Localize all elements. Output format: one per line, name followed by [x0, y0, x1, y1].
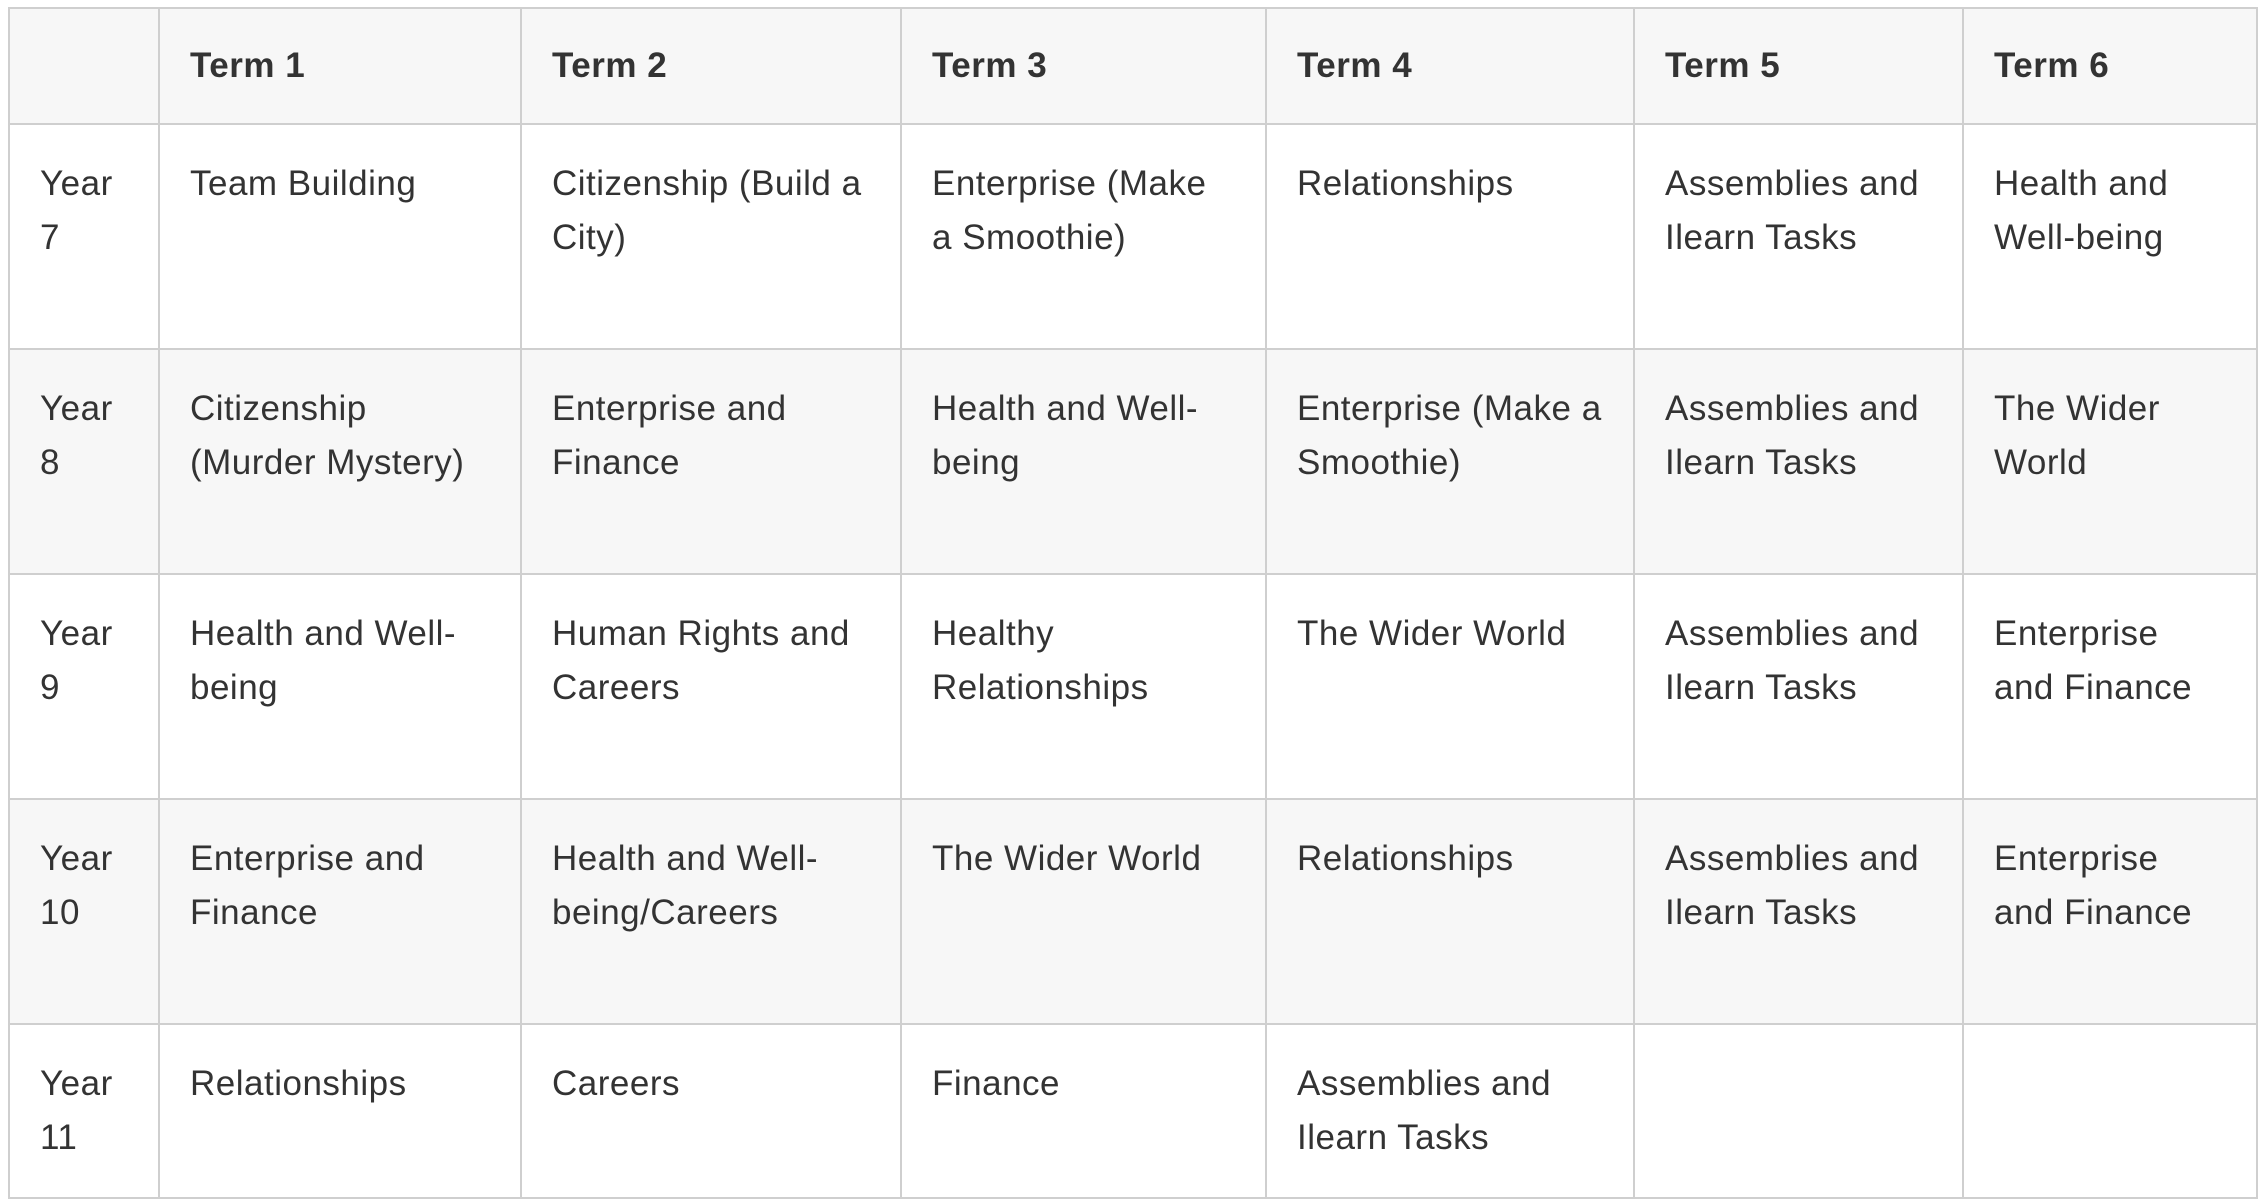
header-cell: Term 4 — [1265, 7, 1635, 125]
topic-cell: Relationships — [1265, 798, 1635, 1025]
topic-cell: Relationships — [158, 1023, 522, 1199]
table-row: Year 10 Enterprise and Finance Health and … — [8, 798, 2258, 1025]
table-row: Year 8 Citizenship (Murder Mystery) Enterp… — [8, 348, 2258, 575]
header-cell: Term 5 — [1633, 7, 1964, 125]
topic-cell: Finance — [900, 1023, 1267, 1199]
table-row: Year 9 Health and Well-being Human Rights … — [8, 573, 2258, 800]
topic-cell: Careers — [520, 1023, 902, 1199]
header-row: Term 1 Term 2 Term 3 Term 4 Term 5 Term … — [8, 7, 2258, 125]
topic-cell: Enterprise (Make a Smoothie) — [1265, 348, 1635, 575]
topic-cell: Team Building — [158, 123, 522, 350]
topic-cell — [1633, 1023, 1964, 1199]
topic-cell: Enterprise and Finance — [520, 348, 902, 575]
topic-cell: Health and Well-being — [158, 573, 522, 800]
table-row: Year 7 Team Building Citizenship (Build a … — [8, 123, 2258, 350]
year-label-cell: Year 8 — [8, 348, 160, 575]
topic-cell: Health and Well-being — [900, 348, 1267, 575]
topic-cell: Enterprise and Finance — [1962, 573, 2258, 800]
year-label-cell: Year 9 — [8, 573, 160, 800]
header-cell: Term 1 — [158, 7, 522, 125]
topic-cell: Health and Well-being/Careers — [520, 798, 902, 1025]
year-label-cell: Year 11 — [8, 1023, 160, 1199]
year-label-cell: Year 10 — [8, 798, 160, 1025]
topic-cell: The Wider World — [1962, 348, 2258, 575]
curriculum-table: Term 1 Term 2 Term 3 Term 4 Term 5 Term … — [8, 7, 2258, 1199]
topic-cell: The Wider World — [900, 798, 1267, 1025]
topic-cell: Assemblies and Ilearn Tasks — [1633, 573, 1964, 800]
topic-cell: Health and Well-being — [1962, 123, 2258, 350]
table-row: Year 11 Relationships Careers Finance Assemb… — [8, 1023, 2258, 1199]
header-cell — [8, 7, 160, 125]
topic-cell: Assemblies and Ilearn Tasks — [1633, 348, 1964, 575]
topic-cell: Human Rights and Careers — [520, 573, 902, 800]
topic-cell: Citizenship (Build a City) — [520, 123, 902, 350]
topic-cell: Relationships — [1265, 123, 1635, 350]
topic-cell: Enterprise and Finance — [1962, 798, 2258, 1025]
year-label-cell: Year 7 — [8, 123, 160, 350]
header-cell: Term 3 — [900, 7, 1267, 125]
topic-cell — [1962, 1023, 2258, 1199]
topic-cell: Assemblies and Ilearn Tasks — [1265, 1023, 1635, 1199]
topic-cell: The Wider World — [1265, 573, 1635, 800]
topic-cell: Healthy Relationships — [900, 573, 1267, 800]
topic-cell: Assemblies and Ilearn Tasks — [1633, 798, 1964, 1025]
topic-cell: Enterprise and Finance — [158, 798, 522, 1025]
header-cell: Term 6 — [1962, 7, 2258, 125]
header-cell: Term 2 — [520, 7, 902, 125]
topic-cell: Assemblies and Ilearn Tasks — [1633, 123, 1964, 350]
topic-cell: Citizenship (Murder Mystery) — [158, 348, 522, 575]
topic-cell: Enterprise (Make a Smoothie) — [900, 123, 1267, 350]
